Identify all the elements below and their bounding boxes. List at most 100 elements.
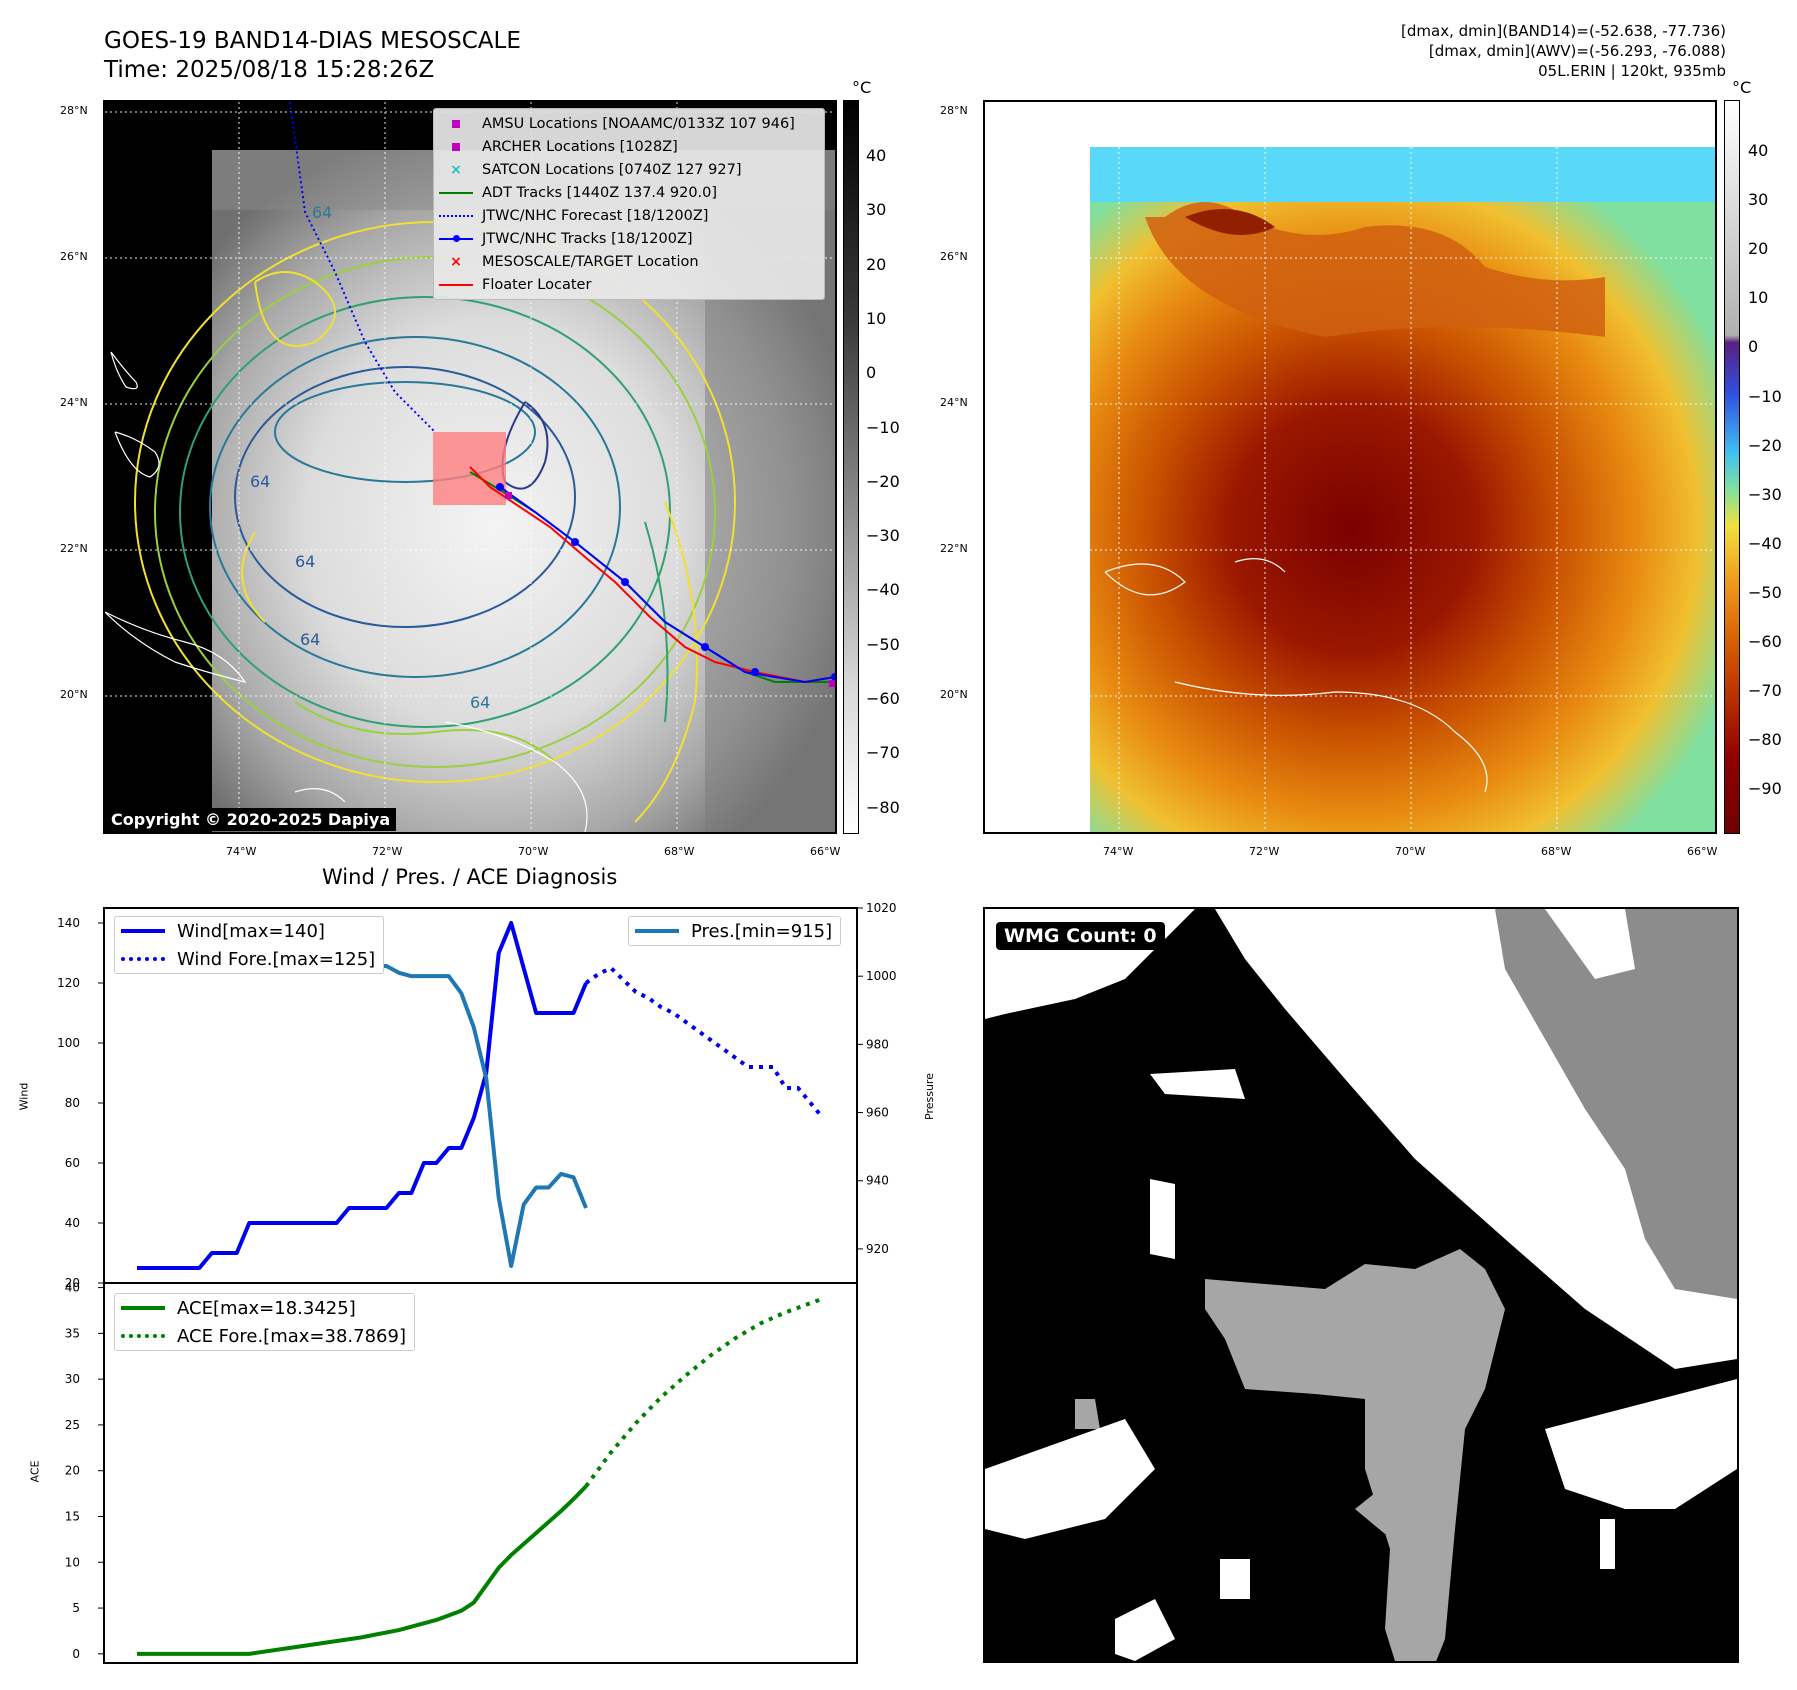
series-line-0: [137, 921, 588, 1270]
ace-tick-label: 10: [65, 1555, 80, 1569]
wind-tick-label: 100: [57, 1036, 80, 1050]
legend-item-adt: ADT Tracks [1440Z 137.4 920.0]: [434, 181, 824, 204]
info-line1: [dmax, dmin](BAND14)=(-52.638, -77.736): [1401, 22, 1726, 40]
colorbar-tick: −10: [866, 417, 900, 437]
series-line-1: [584, 966, 825, 1120]
contour-label: 64: [470, 693, 491, 712]
colorbar-tick: −90: [1748, 779, 1782, 799]
ir-colorbar: [843, 100, 859, 834]
lat-label: 28°N: [940, 104, 968, 117]
lon-label: 72°W: [372, 845, 403, 858]
colorbar-tick: 0: [1748, 337, 1759, 357]
lat-label: 20°N: [940, 688, 968, 701]
lat-label: 22°N: [940, 542, 968, 555]
pressure-tick-label: 920: [866, 1242, 889, 1256]
pressure-tick-label: 980: [866, 1037, 889, 1051]
legend-item-floater: Floater Locater: [434, 273, 824, 296]
lon-label: 66°W: [810, 845, 841, 858]
wmg-count-label: WMG Count: 0: [996, 922, 1165, 950]
info-line3: 05L.ERIN | 120kt, 935mb: [1538, 62, 1726, 80]
ace-series-line-0: [137, 1484, 588, 1656]
colorbar-tick: −80: [866, 797, 900, 817]
colorbar-tick: −70: [1748, 681, 1782, 701]
lat-label: 24°N: [60, 396, 88, 409]
diagnosis-title: Wind / Pres. / ACE Diagnosis: [322, 865, 618, 889]
lat-label: 22°N: [60, 542, 88, 555]
pressure-tick-label: 1000: [866, 969, 897, 983]
pressure-tick-label: 960: [866, 1106, 889, 1120]
copyright-label: Copyright © 2020-2025 Dapiya: [105, 808, 397, 831]
colorbar-tick: 30: [1748, 190, 1769, 210]
contour-label: 64: [300, 630, 321, 649]
wind-tick-label: 60: [65, 1156, 80, 1170]
colorbar-tick: −50: [866, 634, 900, 654]
colorbar-tick: −40: [866, 580, 900, 600]
legend-item-ace-forecast: ACE Fore.[max=38.7869]: [115, 1322, 414, 1350]
ace-tick-label: 25: [65, 1418, 80, 1432]
chart-title-line2: Time: 2025/08/18 15:28:26Z: [104, 57, 435, 83]
legend-item-archer: ARCHER Locations [1028Z]: [434, 135, 824, 158]
ace-tick-label: 5: [72, 1601, 80, 1615]
legend-item-mesoscale: × MESOSCALE/TARGET Location: [450, 253, 699, 270]
colorbar-tick: −50: [1748, 582, 1782, 602]
ace-plot-frame: [103, 1282, 858, 1664]
colorbar-tick: 0: [866, 363, 877, 383]
legend-item-tracks: JTWC/NHC Tracks [18/1200Z]: [434, 227, 824, 250]
colorbar-tick: −70: [866, 743, 900, 763]
wind-tick-label: 120: [57, 976, 80, 990]
ace-legend: ACE[max=18.3425] ACE Fore.[max=38.7869]: [114, 1293, 415, 1351]
lon-label: 68°W: [664, 845, 695, 858]
ir-legend: AMSU Locations [NOAAMC/0133Z 107 946] AR…: [433, 108, 825, 300]
wind-tick-label: 140: [57, 916, 80, 930]
lon-label: 70°W: [1395, 845, 1426, 858]
colorbar-tick: 30: [866, 200, 887, 220]
colorbar-tick: −30: [866, 526, 900, 546]
legend-item-ace: ACE[max=18.3425]: [115, 1294, 414, 1322]
series-line-2: [137, 929, 588, 1268]
colorbar-unit: °C: [1732, 78, 1752, 97]
info-line2: [dmax, dmin](AWV)=(-56.293, -76.088): [1428, 42, 1726, 60]
ace-tick-label: 40: [65, 1281, 80, 1295]
lat-label: 24°N: [940, 396, 968, 409]
colorbar-tick: −30: [1748, 484, 1782, 504]
legend-item-pressure: Pres.[min=915]: [629, 917, 840, 945]
lon-label: 74°W: [1103, 845, 1134, 858]
lat-label: 20°N: [60, 688, 88, 701]
colorbar-tick: −10: [1748, 386, 1782, 406]
ace-series-line-1: [584, 1296, 824, 1488]
wind-tick-label: 40: [65, 1216, 80, 1230]
lat-label: 28°N: [60, 104, 88, 117]
contour-label: 64: [312, 203, 333, 222]
pressure-tick-label: 940: [866, 1174, 889, 1188]
legend-item-satcon: × SATCON Locations [0740Z 127 927]: [450, 161, 742, 178]
lat-label: 26°N: [60, 250, 88, 263]
chart-title-line1: GOES-19 BAND14-DIAS MESOSCALE: [104, 28, 521, 54]
colorbar-tick: 20: [866, 254, 887, 274]
lat-label: 26°N: [940, 250, 968, 263]
colorbar-tick: −60: [866, 689, 900, 708]
wind-tick-label: 20: [65, 1276, 80, 1290]
colorbar-tick: −60: [1748, 632, 1782, 651]
pressure-tick-label: 1020: [866, 901, 897, 915]
colorbar-tick: −80: [1748, 730, 1782, 750]
contour-label: 64: [295, 552, 316, 571]
color-map-image: [985, 102, 1715, 832]
colorbar-tick: 10: [866, 308, 887, 328]
colorbar-tick: −20: [1748, 435, 1782, 455]
lon-label: 72°W: [1249, 845, 1280, 858]
ace-tick-label: 0: [72, 1647, 80, 1661]
wmg-image: [985, 909, 1737, 1661]
colorbar-tick: 40: [1748, 141, 1769, 160]
ace-tick-label: 35: [65, 1326, 80, 1340]
colorbar-tick: 40: [866, 146, 887, 165]
ace-tick-label: 30: [65, 1372, 80, 1386]
wind-tick-label: 80: [65, 1096, 80, 1110]
legend-item-amsu: AMSU Locations [NOAAMC/0133Z 107 946]: [434, 112, 824, 135]
colorbar-tick: −20: [866, 471, 900, 491]
colorbar-tick: 10: [1748, 288, 1769, 308]
pressure-legend: Pres.[min=915]: [628, 916, 842, 946]
color-map-panel: [983, 100, 1717, 834]
lon-label: 70°W: [518, 845, 549, 858]
ace-tick-label: 15: [65, 1509, 80, 1523]
